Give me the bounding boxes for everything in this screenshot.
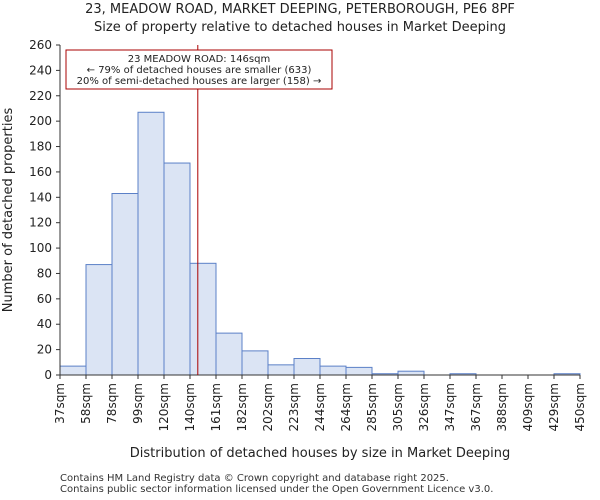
histogram-bar	[267, 364, 295, 376]
y-tick-label: 80	[37, 266, 52, 280]
y-tick-label: 180	[29, 140, 52, 154]
histogram-bar	[397, 370, 425, 376]
y-tick-label: 220	[29, 89, 52, 103]
histogram-bar	[241, 350, 269, 376]
x-tick-label: 58sqm	[79, 383, 93, 424]
y-tick-label: 140	[29, 190, 52, 204]
annotation-box	[65, 49, 333, 90]
histogram-bar	[319, 365, 347, 376]
x-tick-label: 182sqm	[235, 383, 249, 431]
footer-copyright: Contains HM Land Registry data © Crown c…	[60, 473, 449, 484]
x-tick-label: 223sqm	[287, 383, 301, 431]
x-tick-label: 37sqm	[53, 383, 67, 424]
x-tick-label: 264sqm	[339, 383, 353, 431]
y-tick-label: 120	[29, 216, 52, 230]
histogram-bar	[189, 262, 217, 376]
chart-title-line2: Size of property relative to detached ho…	[94, 20, 506, 35]
x-tick-label: 99sqm	[131, 383, 145, 424]
histogram-bar	[85, 264, 113, 376]
y-tick-label: 260	[29, 38, 52, 52]
annotation-line-1: 23 MEADOW ROAD: 146sqm	[128, 54, 270, 65]
y-tick-label: 0	[44, 368, 52, 382]
x-tick-label: 161sqm	[209, 383, 223, 431]
y-axis-title: Number of detached properties	[1, 108, 16, 313]
x-tick-label: 326sqm	[417, 383, 431, 431]
histogram-bar	[163, 162, 191, 376]
y-tick-label: 20	[37, 343, 52, 357]
histogram-bar	[293, 358, 321, 376]
y-tick-label: 100	[29, 241, 52, 255]
histogram-bar	[215, 332, 243, 376]
y-tick-label: 160	[29, 165, 52, 179]
x-tick-label: 305sqm	[391, 383, 405, 431]
histogram-bar	[59, 365, 87, 376]
x-tick-label: 120sqm	[157, 383, 171, 431]
x-tick-label: 429sqm	[547, 383, 561, 431]
y-tick-label: 60	[37, 292, 52, 306]
x-tick-label: 450sqm	[573, 383, 587, 431]
x-tick-label: 285sqm	[365, 383, 379, 431]
x-tick-label: 388sqm	[495, 383, 509, 431]
histogram-bar	[137, 111, 165, 376]
x-tick-label: 78sqm	[105, 383, 119, 424]
footer-licence: Contains public sector information licen…	[60, 484, 494, 495]
y-tick-label: 240	[29, 63, 52, 77]
y-tick-label: 40	[37, 317, 52, 331]
x-tick-label: 202sqm	[261, 383, 275, 431]
y-tick-label: 200	[29, 114, 52, 128]
x-tick-label: 409sqm	[521, 383, 535, 431]
chart-title-line1: 23, MEADOW ROAD, MARKET DEEPING, PETERBO…	[85, 2, 515, 17]
annotation-line-3: 20% of semi-detached houses are larger (…	[77, 76, 322, 87]
x-tick-label: 244sqm	[313, 383, 327, 431]
x-tick-label: 347sqm	[443, 383, 457, 431]
x-axis-title: Distribution of detached houses by size …	[130, 446, 510, 461]
histogram-bar	[111, 193, 139, 376]
histogram-bar	[345, 366, 373, 376]
x-tick-label: 367sqm	[469, 383, 483, 431]
x-tick-label: 140sqm	[183, 383, 197, 431]
annotation-line-2: ← 79% of detached houses are smaller (63…	[87, 65, 312, 76]
